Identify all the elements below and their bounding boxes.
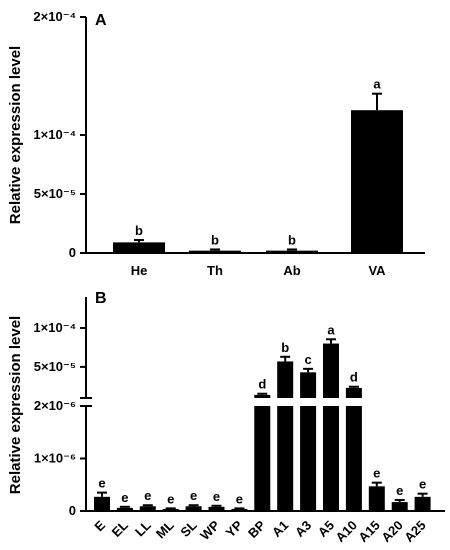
panel-a-y-ticks: 0 5×10⁻⁵ 1×10⁻⁴ 2×10⁻⁴ [33,9,86,260]
panel-b-category-label: LL [132,517,154,539]
panel-a-y-tick-label: 0 [69,245,76,260]
panel-b-bar-a10-upper-part [345,387,362,398]
panel-b-y-tick-label: 5×10⁻⁵ [34,359,76,374]
panel-b-category-label: WP [197,517,223,543]
panel-b-bar-a5-lower-part [323,406,339,511]
panel-a-bar-th [189,250,241,253]
panel-a-y-axis-title: Relative expression level [7,46,24,224]
panel-b-significance-letter: e [144,488,151,503]
panel-b-bar-bp-lower-part [254,406,271,511]
panel-b-category-label: E [91,517,108,534]
panel-b-significance-letter: d [258,377,266,392]
panel-b-y-tick-label: 2×10⁻⁶ [34,398,76,413]
panel-b-bar-wp [208,506,225,511]
panel-a-bar-he [113,242,165,253]
panel-a-significance-letter: b [288,232,296,247]
panel-b-bar-sl [185,506,202,511]
panel-b-significance-letter: e [190,488,197,503]
panel-b-bar-el [116,507,133,511]
panel-b-bar-e [94,496,110,511]
panel-a-category-label: Ab [283,263,300,278]
panel-b-y-tick-label: 1×10⁻⁶ [34,451,76,466]
panel-b-significance-letter: e [236,491,243,506]
panel-a-label: A [95,12,107,29]
panel-b-category-label: SL [177,517,199,539]
panel-b-significance-letter: e [121,490,128,505]
panel-b-significance-letter: e [419,477,426,492]
panel-b-bar-a15 [368,486,385,511]
panel-a-y-tick-label: 5×10⁻⁵ [34,186,76,201]
panel-a-significance-letter: b [135,223,143,238]
panel-b-significance-letter: e [373,466,380,481]
panel-b-category-label: A20 [378,518,405,545]
panel-a-category-label: Th [207,263,223,278]
panel-b-category-label: A3 [292,518,314,540]
panel-b-bar-a3-lower-part [300,406,317,511]
panel-b-significance-letter: e [98,476,105,491]
panel-b-bar-a10-lower-part [345,406,362,511]
panel-a-significance-letter: a [373,77,381,92]
panel-a-bar-ab [266,250,318,253]
panel-b-bar-ll [139,506,156,511]
panel-a-category-label: He [131,263,148,278]
panel-a-significance-letter: b [211,232,219,247]
panel-b-category-label: A15 [355,518,382,545]
panel-b-y-tick-label: 1×10⁻⁴ [33,320,76,335]
panel-b-category-label: A1 [269,518,291,540]
panel-b-significance-letter: a [327,322,335,337]
panel-b: B Relative expression level 0 1×10⁻⁶ 2×10⁻… [7,290,445,545]
panel-a-bars: b He b Th b Ab a VA [113,77,403,278]
panel-a-bar-va [351,110,403,253]
panel-b-bar-bp-upper-part [254,394,271,398]
panel-b-bar-a20 [391,502,408,511]
panel-a-category-label: VA [368,263,386,278]
panel-b-bar-a25 [414,496,431,511]
panel-b-bar-a1-upper-part [277,361,294,398]
panel-b-category-label: A10 [333,518,360,545]
panel-b-bar-a1-lower-part [277,406,294,511]
panel-b-significance-letter: e [167,491,174,506]
panel-b-significance-letter: e [396,483,403,498]
panel-b-category-label: A25 [401,518,428,545]
panel-b-label: B [95,290,107,307]
panel-b-significance-letter: c [304,352,311,367]
panel-b-category-label: BP [245,517,269,541]
panel-b-bar-a5-upper-part [323,343,339,398]
panel-b-significance-letter: e [213,489,220,504]
panel-b-y-tick-label: 0 [69,503,76,518]
panel-b-significance-letter: d [350,370,358,385]
panel-b-bar-a3-upper-part [300,372,317,398]
panel-b-y-ticks: 0 1×10⁻⁶ 2×10⁻⁶ 5×10⁻⁵ 1×10⁻⁴ [33,320,86,518]
panel-b-y-axis-title: Relative expression level [7,316,24,494]
panel-b-significance-letter: b [281,340,289,355]
panel-b-bar-yp [231,508,248,511]
panel-a-y-tick-label: 2×10⁻⁴ [33,9,76,24]
panel-b-bar-ml [162,508,179,511]
panel-b-category-label: ML [153,517,177,541]
panel-a: A Relative expression level 0 5×10⁻⁵ 1×10⁻… [7,9,425,278]
panel-a-y-tick-label: 1×10⁻⁴ [33,127,76,142]
panel-b-category-label: YP [223,517,246,540]
panel-b-category-label: EL [109,517,131,539]
